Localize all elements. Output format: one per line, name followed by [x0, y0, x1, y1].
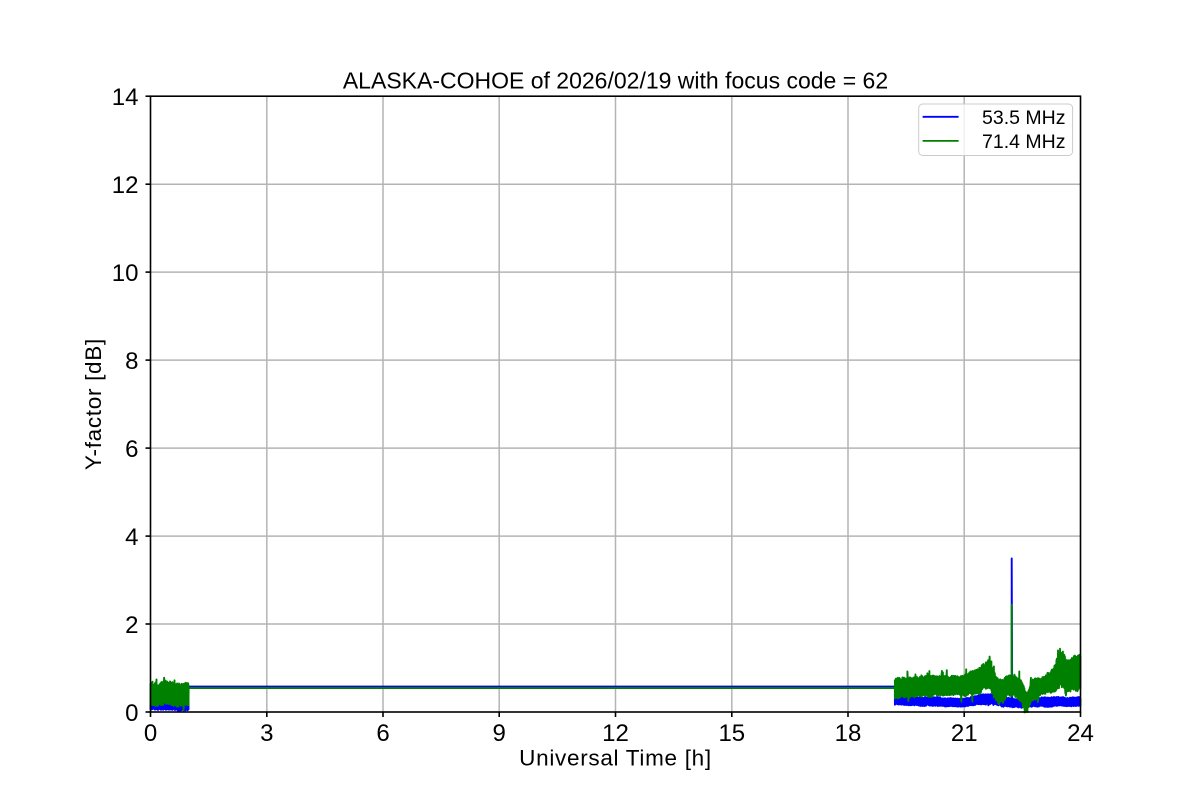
svg-text:10: 10	[112, 260, 139, 287]
svg-text:15: 15	[718, 720, 745, 747]
svg-text:2: 2	[125, 612, 138, 639]
svg-text:53.5 MHz: 53.5 MHz	[982, 107, 1065, 129]
svg-text:24: 24	[1067, 720, 1094, 747]
svg-text:18: 18	[835, 720, 862, 747]
svg-text:ALASKA-COHOE of 2026/02/19 wit: ALASKA-COHOE of 2026/02/19 with focus co…	[343, 68, 888, 94]
svg-text:Y-factor [dB]: Y-factor [dB]	[81, 338, 106, 470]
svg-text:12: 12	[602, 720, 629, 747]
svg-text:Universal Time [h]: Universal Time [h]	[519, 746, 712, 771]
svg-text:4: 4	[125, 524, 138, 551]
svg-text:9: 9	[493, 720, 506, 747]
svg-text:3: 3	[260, 720, 273, 747]
svg-text:71.4 MHz: 71.4 MHz	[982, 131, 1065, 153]
svg-text:6: 6	[376, 720, 389, 747]
svg-text:12: 12	[112, 172, 139, 199]
svg-text:0: 0	[125, 700, 138, 727]
svg-text:6: 6	[125, 436, 138, 463]
svg-text:21: 21	[951, 720, 978, 747]
svg-text:0: 0	[144, 720, 157, 747]
svg-text:8: 8	[125, 348, 138, 375]
svg-text:14: 14	[112, 84, 139, 111]
